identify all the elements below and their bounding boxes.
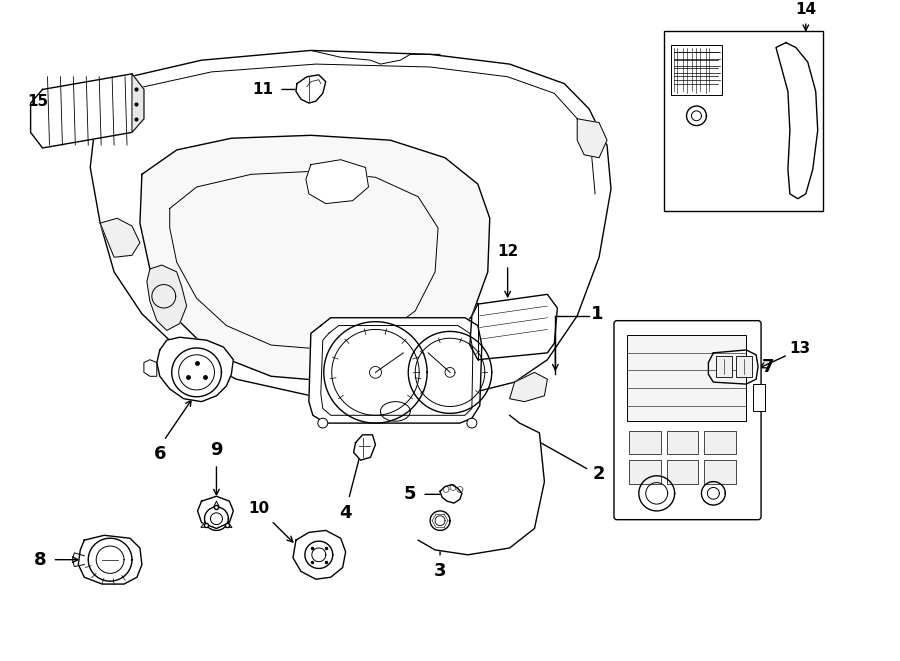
Polygon shape <box>78 535 142 584</box>
Polygon shape <box>354 435 375 460</box>
Polygon shape <box>225 522 232 527</box>
Bar <box>705 431 736 454</box>
Text: 10: 10 <box>248 502 270 516</box>
Text: 1: 1 <box>590 305 603 323</box>
Text: 6: 6 <box>154 446 166 463</box>
Polygon shape <box>440 485 462 503</box>
Polygon shape <box>470 294 557 360</box>
Bar <box>716 356 733 377</box>
Bar <box>753 384 765 411</box>
FancyBboxPatch shape <box>614 321 761 520</box>
Bar <box>667 431 698 454</box>
Polygon shape <box>100 218 140 257</box>
Bar <box>705 460 736 484</box>
Polygon shape <box>97 99 122 119</box>
Polygon shape <box>509 372 547 402</box>
Polygon shape <box>708 350 758 384</box>
Polygon shape <box>198 496 233 528</box>
Polygon shape <box>309 318 482 423</box>
Bar <box>736 356 752 377</box>
Polygon shape <box>201 522 208 527</box>
Polygon shape <box>144 360 157 376</box>
Bar <box>667 460 698 484</box>
Text: 7: 7 <box>761 358 774 377</box>
Text: 9: 9 <box>211 442 222 459</box>
Polygon shape <box>90 50 611 402</box>
Bar <box>629 460 661 484</box>
Polygon shape <box>306 160 368 204</box>
Text: 5: 5 <box>404 485 417 503</box>
Polygon shape <box>776 42 818 199</box>
Polygon shape <box>147 265 186 330</box>
Text: 14: 14 <box>796 2 816 17</box>
Circle shape <box>467 418 477 428</box>
Polygon shape <box>296 75 326 103</box>
Text: 4: 4 <box>339 504 352 522</box>
Bar <box>627 335 746 421</box>
Bar <box>670 44 723 95</box>
Text: 8: 8 <box>34 551 47 568</box>
Text: 11: 11 <box>253 82 274 97</box>
Text: 3: 3 <box>434 563 446 580</box>
Text: 12: 12 <box>497 244 518 259</box>
Polygon shape <box>132 74 144 132</box>
Text: 15: 15 <box>27 94 48 108</box>
Circle shape <box>318 418 328 428</box>
Text: 13: 13 <box>789 342 810 356</box>
Polygon shape <box>213 501 220 508</box>
Text: 2: 2 <box>593 465 606 483</box>
Polygon shape <box>157 337 233 402</box>
Polygon shape <box>140 136 490 382</box>
Polygon shape <box>445 343 480 382</box>
Bar <box>629 431 661 454</box>
Polygon shape <box>577 119 607 158</box>
Polygon shape <box>293 530 346 579</box>
Polygon shape <box>418 415 544 555</box>
Polygon shape <box>31 74 144 148</box>
Bar <box>663 31 823 212</box>
